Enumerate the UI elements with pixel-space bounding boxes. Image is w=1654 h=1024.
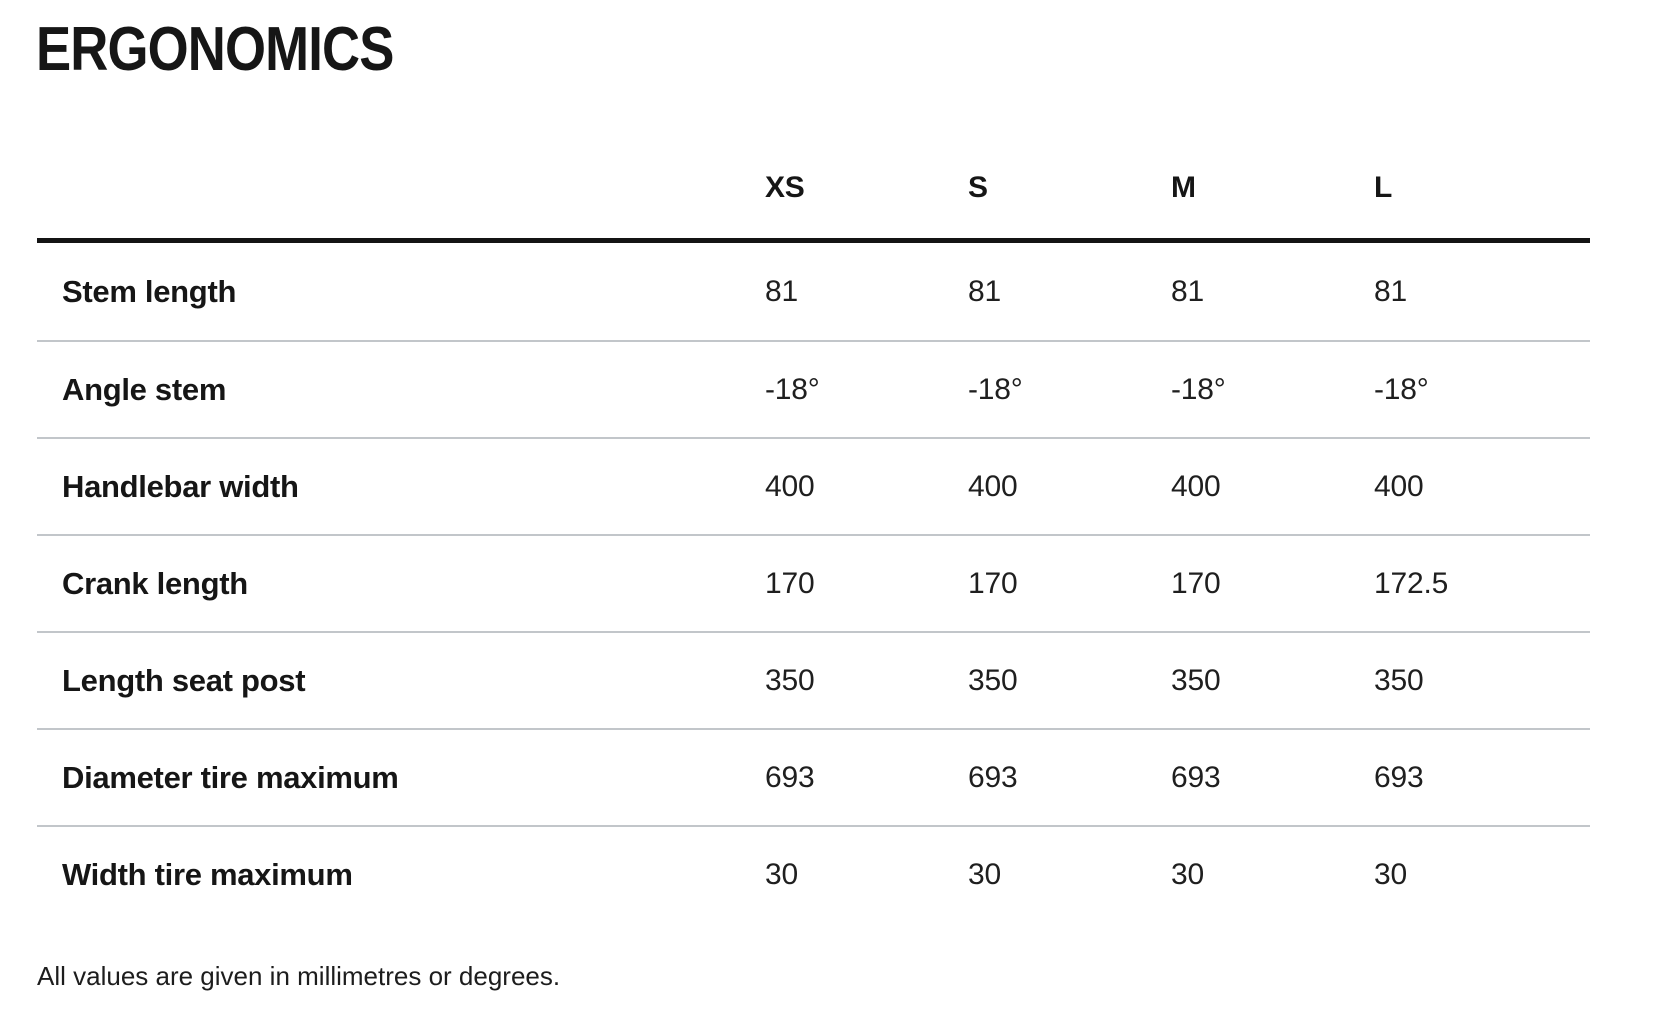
cell-value: 350 — [1171, 663, 1221, 697]
cell-value: 170 — [1171, 566, 1221, 600]
table-row-diameter-tire-maximum: Diameter tire maximum 693 693 693 693 — [37, 728, 1590, 825]
ergonomics-spec-table: XS S M L Stem length 81 81 81 81 Angle s… — [37, 85, 1590, 922]
cell-value: -18° — [968, 372, 1023, 406]
column-header-m: M — [1171, 171, 1196, 204]
cell-value: 400 — [968, 469, 1018, 503]
table-row-handlebar-width: Handlebar width 400 400 400 400 — [37, 437, 1590, 534]
table-row-width-tire-maximum: Width tire maximum 30 30 30 30 — [37, 825, 1590, 922]
row-label: Crank length — [62, 565, 248, 601]
footnote: All values are given in millimetres or d… — [37, 961, 561, 991]
cell-value: 350 — [1374, 663, 1424, 697]
cell-value: 693 — [1374, 760, 1424, 794]
cell-value: 170 — [968, 566, 1018, 600]
table-header-row: XS S M L — [37, 85, 1590, 243]
row-label: Handlebar width — [62, 468, 299, 504]
cell-value: 400 — [765, 469, 815, 503]
table-row-angle-stem: Angle stem -18° -18° -18° -18° — [37, 340, 1590, 437]
table-row-length-seat-post: Length seat post 350 350 350 350 — [37, 631, 1590, 728]
row-label: Stem length — [62, 273, 237, 309]
cell-value: 30 — [968, 857, 1001, 891]
cell-value: 172.5 — [1374, 566, 1449, 600]
cell-value: 400 — [1374, 469, 1424, 503]
table-row-stem-length: Stem length 81 81 81 81 — [37, 243, 1590, 340]
column-header-s: S — [968, 171, 988, 204]
cell-value: -18° — [1374, 372, 1429, 406]
cell-value: 30 — [1171, 857, 1204, 891]
cell-value: 81 — [1171, 274, 1204, 308]
cell-value: -18° — [765, 372, 820, 406]
cell-value: 400 — [1171, 469, 1221, 503]
row-label: Length seat post — [62, 662, 306, 698]
cell-value: -18° — [1171, 372, 1226, 406]
cell-value: 81 — [1374, 274, 1407, 308]
cell-value: 30 — [1374, 857, 1407, 891]
cell-value: 350 — [765, 663, 815, 697]
cell-value: 170 — [765, 566, 815, 600]
column-header-xs: XS — [765, 171, 805, 204]
cell-value: 350 — [968, 663, 1018, 697]
page-title: ERGONOMICS — [36, 15, 394, 84]
cell-value: 693 — [765, 760, 815, 794]
row-label: Diameter tire maximum — [62, 759, 399, 795]
row-label: Width tire maximum — [62, 856, 353, 892]
cell-value: 81 — [765, 274, 798, 308]
row-label: Angle stem — [62, 371, 227, 407]
table-row-crank-length: Crank length 170 170 170 172.5 — [37, 534, 1590, 631]
cell-value: 693 — [968, 760, 1018, 794]
cell-value: 30 — [765, 857, 798, 891]
cell-value: 81 — [968, 274, 1001, 308]
cell-value: 693 — [1171, 760, 1221, 794]
column-header-l: L — [1374, 171, 1393, 204]
